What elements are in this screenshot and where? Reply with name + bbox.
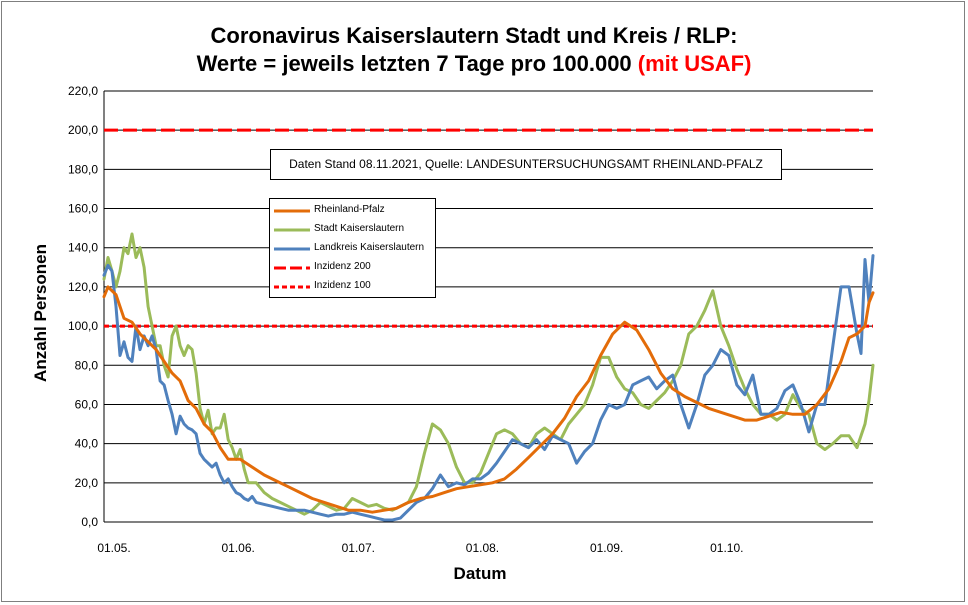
y-tick-label: 160,0 xyxy=(68,202,98,216)
x-tick-label: 01.06. xyxy=(221,541,254,555)
y-tick-label: 80,0 xyxy=(75,358,99,372)
reference-lines xyxy=(104,128,873,328)
y-tick-label: 140,0 xyxy=(68,241,98,255)
y-tick-label: 200,0 xyxy=(68,123,98,137)
x-tick-label: 01.05. xyxy=(97,541,130,555)
legend-item-rheinland-pfalz: Rheinland-Pfalz xyxy=(274,202,434,220)
legend-item-inzidenz-100: Inzidenz 100 xyxy=(274,278,434,296)
chart-title-line1: Coronavirus Kaiserslautern Stadt und Kre… xyxy=(210,23,738,48)
y-axis-title: Anzahl Personen xyxy=(31,244,50,382)
y-tick-label: 20,0 xyxy=(75,476,99,490)
chart-title-line2-highlight: (mit USAF) xyxy=(637,51,752,76)
series-line-stadt xyxy=(102,232,875,516)
legend-label-stadt-kaiserslautern: Stadt Kaiserslautern xyxy=(314,223,405,234)
legend-item-stadt-kaiserslautern: Stadt Kaiserslautern xyxy=(274,221,434,239)
legend-item-landkreis-kaiserslautern: Landkreis Kaiserslautern xyxy=(274,240,434,258)
legend-swatch-stadt-kaiserslautern xyxy=(274,228,310,232)
legend-label-inzidenz-100: Inzidenz 100 xyxy=(314,280,371,291)
y-tick-label: 120,0 xyxy=(68,280,98,294)
y-tick-label: 60,0 xyxy=(75,397,99,411)
legend-swatch-landkreis-kaiserslautern xyxy=(274,247,310,251)
legend-item-inzidenz-200: Inzidenz 200 xyxy=(274,259,434,277)
legend: Rheinland-Pfalz Stadt Kaiserslautern Lan… xyxy=(269,198,436,298)
legend-swatch-inzidenz-200 xyxy=(274,266,310,270)
x-axis-title: Datum xyxy=(454,564,507,583)
x-tick-label: 01.07. xyxy=(342,541,375,555)
y-tick-label: 180,0 xyxy=(68,162,98,176)
x-tick-labels: 01.05. 01.06. 01.07. 01.08. 01.09. 01.10. xyxy=(97,541,743,555)
series-lines xyxy=(102,232,875,522)
chart-title: Coronavirus Kaiserslautern Stadt und Kre… xyxy=(0,22,948,78)
y-tick-label: 40,0 xyxy=(75,437,99,451)
y-tick-label: 220,0 xyxy=(68,84,98,98)
y-tick-label: 100,0 xyxy=(68,319,98,333)
x-tick-label: 01.08. xyxy=(466,541,499,555)
legend-swatch-rheinland-pfalz xyxy=(274,209,310,213)
x-tick-label: 01.09. xyxy=(590,541,623,555)
series-line-rlp xyxy=(102,285,875,514)
data-source-note: Daten Stand 08.11.2021, Quelle: LANDESUN… xyxy=(270,149,782,180)
series-line-landkreis xyxy=(102,254,875,522)
y-tick-labels: 0,0 20,0 40,0 60,0 80,0 100,0 120,0 140,0 160,0 1… xyxy=(68,84,98,529)
y-tick-label: 0,0 xyxy=(81,515,98,529)
chart-title-line2-main: Werte = jeweils letzten 7 Tage pro 100.0… xyxy=(196,51,638,76)
chart-title-line2: Werte = jeweils letzten 7 Tage pro 100.0… xyxy=(0,50,948,78)
legend-label-inzidenz-200: Inzidenz 200 xyxy=(314,261,371,272)
legend-label-landkreis-kaiserslautern: Landkreis Kaiserslautern xyxy=(314,242,425,253)
legend-swatch-inzidenz-100 xyxy=(274,285,310,289)
legend-label-rheinland-pfalz: Rheinland-Pfalz xyxy=(314,204,385,215)
x-tick-label: 01.10. xyxy=(710,541,743,555)
